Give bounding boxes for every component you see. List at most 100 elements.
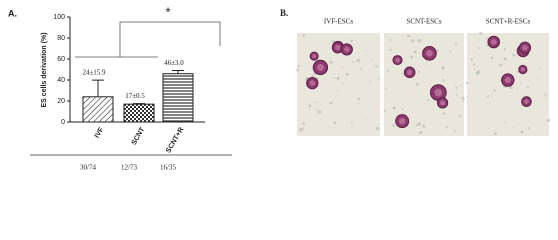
y-tick-label: 40 xyxy=(57,77,65,84)
speck xyxy=(401,108,404,111)
speck xyxy=(516,87,519,90)
page: {"chart_data": {"type": "bar", "panel_la… xyxy=(8,4,551,172)
speck xyxy=(356,58,360,63)
sample-count: 30/74 xyxy=(80,164,96,172)
y-tick-label: 20 xyxy=(57,98,65,105)
speck xyxy=(383,109,386,113)
y-tick-label: 100 xyxy=(53,14,65,21)
speck xyxy=(486,95,490,98)
speck xyxy=(336,76,340,80)
speck xyxy=(369,80,372,83)
panel-label: A. xyxy=(8,8,17,18)
colony-core xyxy=(335,44,341,51)
colony-core xyxy=(312,54,317,59)
speck xyxy=(503,47,507,51)
speck xyxy=(427,99,430,102)
speck xyxy=(410,55,414,59)
error-bar xyxy=(92,79,104,97)
speck xyxy=(357,97,361,101)
speck xyxy=(350,39,353,43)
colony-core xyxy=(344,46,350,53)
colony-core xyxy=(490,39,497,45)
speck xyxy=(392,124,396,127)
speck xyxy=(445,125,449,129)
value-label: 24±15.9 xyxy=(82,69,106,77)
sample-count: 12/73 xyxy=(121,164,137,172)
speck xyxy=(302,122,305,125)
speck xyxy=(389,39,392,41)
speck xyxy=(375,126,380,131)
speck xyxy=(360,68,363,71)
speck xyxy=(437,49,439,52)
colony-core xyxy=(520,67,525,72)
speck xyxy=(365,119,367,121)
y-axis-label: ES cells derivation (%) xyxy=(41,32,48,107)
speck xyxy=(470,58,473,61)
speck xyxy=(462,100,465,102)
speck xyxy=(333,121,337,125)
speck xyxy=(508,85,513,90)
colony-core xyxy=(504,77,511,84)
colony-core xyxy=(524,99,529,105)
speck xyxy=(479,31,483,35)
speck xyxy=(473,63,476,66)
speck xyxy=(520,82,522,85)
speck xyxy=(329,60,333,64)
colony-core xyxy=(316,63,325,72)
speck xyxy=(477,47,480,50)
significance-bracket xyxy=(75,21,221,58)
speck xyxy=(311,74,314,78)
speck xyxy=(411,39,415,43)
speck xyxy=(441,66,445,70)
y-tick-label: 60 xyxy=(57,56,65,63)
speck xyxy=(336,90,339,92)
speck xyxy=(476,70,481,74)
significance-star: * xyxy=(165,4,170,19)
speck xyxy=(442,78,445,82)
speck xyxy=(417,70,421,74)
speck xyxy=(544,94,547,97)
bar xyxy=(82,96,114,123)
speck xyxy=(415,82,419,86)
speck xyxy=(302,33,306,37)
speck xyxy=(527,127,530,130)
colony-core xyxy=(434,88,443,97)
speck xyxy=(333,77,336,80)
image-label: IVF-ESCs xyxy=(324,18,353,26)
micrograph xyxy=(296,33,380,136)
image-label: SCNT-ESCs xyxy=(406,18,441,26)
speck xyxy=(504,121,506,123)
value-label: 17±0.5 xyxy=(125,92,145,100)
speck xyxy=(409,35,412,37)
speck xyxy=(422,124,426,128)
speck xyxy=(538,67,541,70)
speck xyxy=(516,71,518,74)
colony-core xyxy=(309,80,316,86)
panel-label: B. xyxy=(280,8,288,18)
speck xyxy=(350,121,353,124)
speck xyxy=(413,50,417,54)
speck xyxy=(375,65,378,68)
speck xyxy=(499,63,503,67)
colony-core xyxy=(426,49,433,57)
colony-core xyxy=(440,100,446,106)
speck xyxy=(520,130,524,134)
speck xyxy=(386,69,390,73)
bar xyxy=(162,73,194,123)
speck xyxy=(392,106,396,110)
speck xyxy=(302,127,305,130)
sample-count: 16/35 xyxy=(160,164,176,172)
speck xyxy=(308,104,312,108)
speck xyxy=(453,129,457,132)
x-tick-label: SCNT xyxy=(131,126,147,147)
speck xyxy=(407,34,410,38)
error-bar xyxy=(172,70,184,74)
speck xyxy=(544,93,546,96)
colony-core xyxy=(522,44,528,51)
micrograph xyxy=(383,33,465,136)
bar xyxy=(123,103,155,123)
speck xyxy=(442,112,446,115)
speck xyxy=(465,82,469,85)
speck xyxy=(461,96,465,101)
speck xyxy=(475,66,477,68)
